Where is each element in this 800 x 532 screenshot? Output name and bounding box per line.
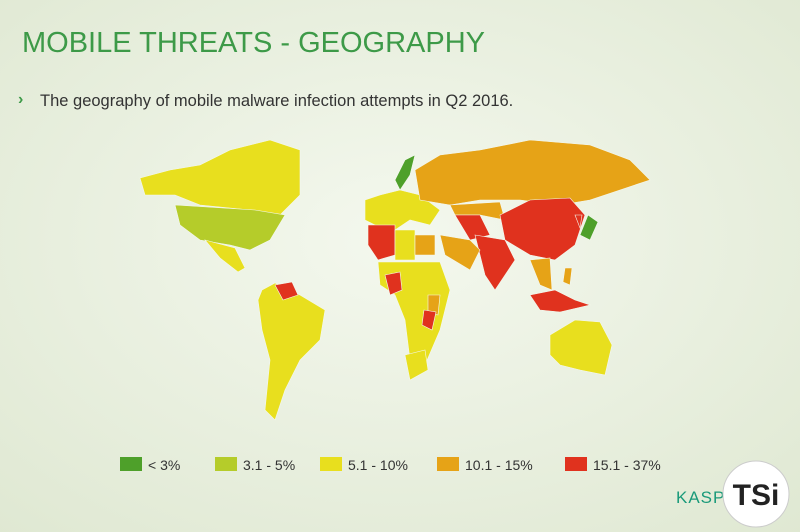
region [499, 197, 586, 261]
watermark: TSi [733, 479, 780, 512]
legend-label: < 3% [148, 457, 180, 473]
region [449, 201, 506, 221]
legend-label: 5.1 - 10% [348, 457, 408, 473]
watermark-badge [722, 460, 790, 528]
legend-swatch [120, 457, 142, 471]
legend-label: 10.1 - 15% [465, 457, 533, 473]
legend-swatch [565, 457, 587, 471]
region [427, 294, 441, 316]
region [579, 214, 599, 241]
legend-label: 15.1 - 37% [593, 457, 661, 473]
region [274, 281, 299, 301]
region [549, 319, 613, 376]
region [414, 234, 436, 256]
region [414, 139, 651, 206]
region [574, 214, 583, 230]
region [421, 309, 437, 331]
legend-swatch [320, 457, 342, 471]
region [139, 139, 301, 216]
region [404, 349, 429, 381]
legend: < 3% 3.1 - 5% 5.1 - 10% 10.1 - 15% 15.1 - 37… [120, 457, 661, 473]
subtitle: The geography of mobile malware infectio… [40, 92, 513, 110]
region [384, 271, 403, 296]
region [257, 282, 326, 421]
region [394, 229, 416, 261]
region [394, 154, 416, 191]
region [367, 224, 396, 261]
region [529, 257, 553, 291]
region [174, 204, 286, 251]
legend-swatch [437, 457, 459, 471]
world-map [139, 139, 651, 421]
region [562, 267, 573, 286]
region [529, 289, 592, 313]
bullet: › [18, 91, 23, 108]
region [454, 214, 491, 241]
legend-label: 3.1 - 5% [243, 457, 295, 473]
region [204, 239, 246, 273]
title: MOBILE THREATS - GEOGRAPHY [22, 27, 485, 59]
region [474, 234, 516, 291]
region [439, 234, 481, 271]
legend-swatch [215, 457, 237, 471]
